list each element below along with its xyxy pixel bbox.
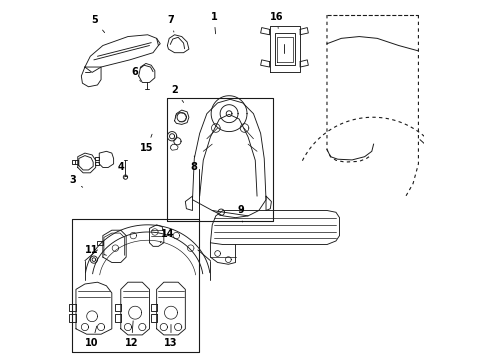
Text: 15: 15 <box>140 134 153 153</box>
Text: 8: 8 <box>190 156 197 172</box>
Text: 3: 3 <box>70 175 82 187</box>
Text: 4: 4 <box>117 162 124 178</box>
Text: 13: 13 <box>164 324 177 348</box>
Text: 9: 9 <box>237 206 244 222</box>
Text: 14: 14 <box>160 229 174 243</box>
Text: 16: 16 <box>269 12 283 28</box>
Text: 11: 11 <box>85 245 106 255</box>
Text: 10: 10 <box>85 326 99 348</box>
Text: 1: 1 <box>210 12 217 34</box>
Text: 2: 2 <box>171 85 183 103</box>
Text: 12: 12 <box>124 321 138 348</box>
Text: 7: 7 <box>167 15 174 32</box>
Text: 5: 5 <box>91 15 104 33</box>
Text: 6: 6 <box>131 67 140 81</box>
